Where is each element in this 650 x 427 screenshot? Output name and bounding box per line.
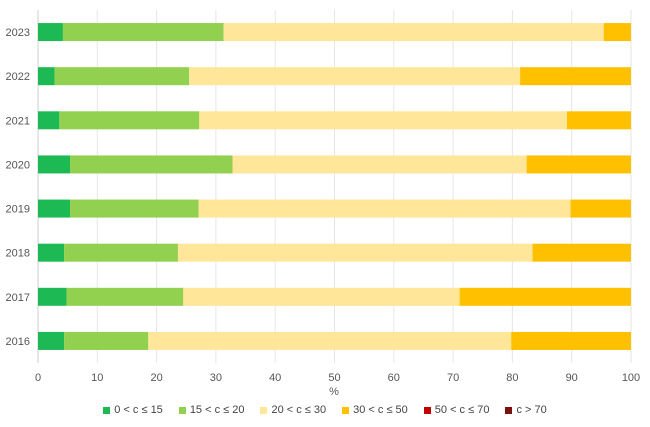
y-tick-label: 2019 [6, 204, 30, 216]
bar-segment [38, 67, 55, 86]
x-tick-label: 0 [35, 372, 41, 384]
bar-segment [38, 287, 67, 306]
y-tick-label: 2018 [6, 248, 30, 260]
y-tick-label: 2023 [6, 27, 30, 39]
legend-item: 0 < c ≤ 15 [103, 404, 163, 416]
bar-segment [64, 331, 149, 350]
bar-segment [459, 287, 631, 306]
bar-segment [64, 243, 178, 262]
x-axis-labels: 0 10 20 30 40 50 60 70 80 90 100 [35, 372, 640, 384]
y-tick-label: 2017 [6, 292, 30, 304]
bar-segment [520, 67, 631, 86]
bar-segment [570, 199, 631, 218]
y-axis-labels: 2023 2022 2021 2020 2019 2018 2017 2016 [6, 27, 30, 348]
bar-segment [198, 199, 571, 218]
legend-swatch [505, 406, 513, 414]
bar-segment [38, 331, 65, 350]
bar-segment [183, 287, 460, 306]
bar-segment [148, 331, 512, 350]
legend-label: 50 < c ≤ 70 [434, 404, 490, 416]
y-tick-label: 2022 [6, 71, 30, 83]
bar-segment [38, 23, 63, 42]
x-tick-label: 80 [506, 372, 518, 384]
bar-segment [70, 155, 233, 174]
legend-label: c > 70 [516, 404, 547, 416]
legend-item: 50 < c ≤ 70 [423, 404, 490, 416]
y-tick-label: 2016 [6, 336, 30, 348]
legend-label: 30 < c ≤ 50 [353, 404, 408, 416]
bar-segment [566, 111, 631, 130]
x-tick-label: 100 [622, 372, 640, 384]
bar-segment [511, 331, 631, 350]
legend-label: 20 < c ≤ 30 [271, 404, 327, 416]
y-tick-label: 2020 [6, 159, 30, 171]
legend-swatch [260, 406, 268, 414]
legend-item: 30 < c ≤ 50 [342, 404, 408, 416]
x-tick-label: 30 [210, 372, 222, 384]
legend: 0 < c ≤ 15 15 < c ≤ 20 20 < c ≤ 30 30 < c ≤… [0, 404, 650, 416]
legend-item: 15 < c ≤ 20 [178, 404, 245, 416]
bar-segment [38, 155, 71, 174]
bar-segment [603, 23, 631, 42]
bar-segment [38, 199, 71, 218]
bar-segment [54, 67, 190, 86]
bar-segment [199, 111, 567, 130]
bar-segment [70, 199, 199, 218]
x-tick-label: 10 [91, 372, 103, 384]
legend-item: 20 < c ≤ 30 [260, 404, 326, 416]
x-tick-label: 70 [447, 372, 459, 384]
legend-swatch [423, 406, 431, 414]
bar-segment [59, 111, 200, 130]
x-tick-label: 90 [566, 372, 578, 384]
legend-label: 0 < c ≤ 15 [114, 404, 163, 416]
bar-segment [38, 243, 65, 262]
legend-item: c > 70 [505, 404, 547, 416]
legend-label: 15 < c ≤ 20 [189, 404, 245, 416]
x-tick-label: 20 [150, 372, 162, 384]
legend-swatch [342, 406, 350, 414]
legend-swatch [178, 406, 186, 414]
bars [38, 23, 631, 350]
bar-segment [62, 23, 224, 42]
bar-segment [189, 67, 521, 86]
bar-segment [532, 243, 631, 262]
bar-segment [38, 111, 60, 130]
bar-segment [526, 155, 631, 174]
bar-segment [66, 287, 184, 306]
bar-segment [232, 155, 527, 174]
x-tick-label: 50 [328, 372, 340, 384]
x-axis-title: % [329, 386, 339, 398]
bar-segment [223, 23, 604, 42]
legend-swatch [103, 406, 111, 414]
grid-lines [37, 10, 632, 363]
bar-segment [177, 243, 533, 262]
x-tick-label: 60 [388, 372, 400, 384]
x-tick-label: 40 [269, 372, 281, 384]
y-tick-label: 2021 [6, 115, 30, 127]
